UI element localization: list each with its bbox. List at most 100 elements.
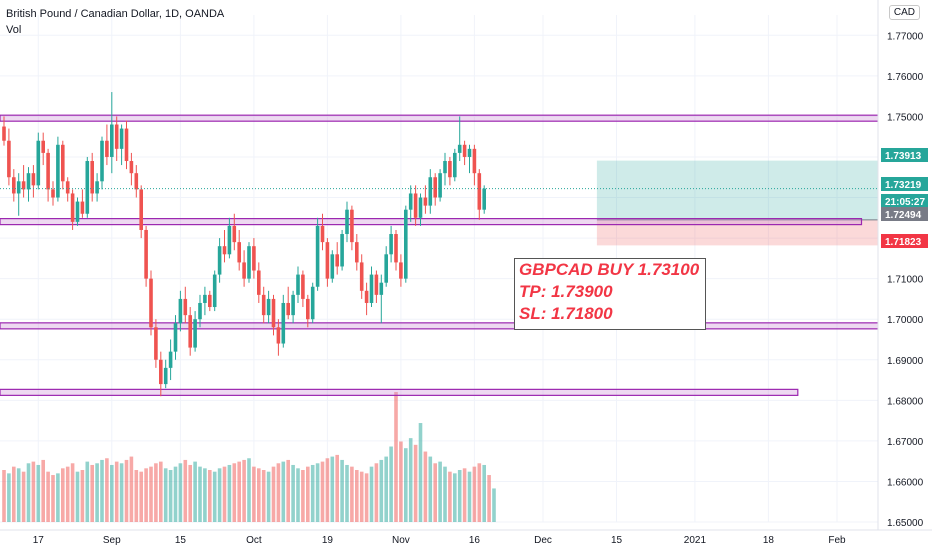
candle-body [457, 144, 462, 153]
volume-bar [56, 473, 60, 522]
price-label-badge [881, 194, 928, 208]
volume-bar [453, 473, 457, 522]
volume-bar [183, 459, 188, 522]
candle-body [448, 161, 452, 178]
candle-body [61, 144, 65, 182]
candle-body [242, 262, 246, 279]
time-tick-label: Sep [103, 535, 121, 546]
candle-body [95, 181, 99, 194]
volume-bar [232, 463, 237, 522]
price-axis[interactable]: 1.770001.760001.750001.740001.730001.720… [877, 0, 932, 550]
price-tick-label: 1.71000 [887, 275, 924, 286]
candle-body [70, 193, 75, 222]
volume-bar [110, 464, 114, 522]
candle-body [330, 254, 335, 279]
volume-bar [114, 461, 119, 522]
volume-bar [467, 471, 472, 522]
candle-body [384, 254, 388, 283]
volume-bar [325, 458, 330, 522]
volume-bar [394, 392, 398, 522]
candle-body [413, 193, 418, 218]
price-tick-label: 1.67000 [887, 437, 924, 448]
volume-bar [384, 456, 388, 522]
price-tick-label: 1.68000 [887, 396, 924, 407]
candle-body [80, 201, 85, 214]
price-label-badge [881, 148, 928, 162]
volume-bar [51, 475, 55, 522]
zone-rectangle[interactable] [0, 388, 799, 396]
trade-note-box[interactable]: GBPCAD BUY 1.73100 TP: 1.73900 SL: 1.718… [514, 258, 706, 330]
volume-bar [168, 470, 173, 522]
volume-bar [119, 463, 124, 522]
volume-bar [271, 466, 276, 522]
candle-body [16, 181, 21, 194]
candle-body [227, 225, 232, 255]
zone-rectangle[interactable] [0, 114, 932, 122]
volume-bar [487, 475, 491, 522]
candle-body [266, 298, 271, 316]
price-tick-label: 1.69000 [887, 356, 924, 367]
volume-bar [149, 466, 153, 522]
candle-body [2, 126, 6, 141]
volume-bar [257, 468, 261, 522]
volume-bar [472, 466, 477, 522]
candle-body [56, 144, 60, 198]
candle-body [340, 234, 344, 267]
chart-header: British Pound / Canadian Dollar, 1D, OAN… [6, 6, 224, 38]
volume-bar [124, 459, 129, 522]
candle-body [183, 298, 188, 316]
candle-body [404, 209, 408, 279]
time-tick-label: 18 [763, 535, 775, 546]
currency-button[interactable]: CAD [888, 5, 920, 20]
time-axis[interactable]: 17 Sep 15 Oct 19 Nov 16 Dec 15 2021 18 Feb [0, 529, 932, 546]
profit-zone[interactable] [596, 160, 932, 220]
volume-bar [261, 470, 266, 522]
position-tool[interactable] [596, 160, 932, 246]
zone-rectangle[interactable] [0, 322, 902, 330]
volume-bar [413, 444, 418, 522]
volume-bar [159, 461, 163, 522]
candle-body [453, 152, 457, 178]
volume-bar [399, 441, 403, 522]
volume-bar [144, 468, 148, 522]
volume-bar [350, 466, 354, 522]
zone-rectangle[interactable] [0, 218, 863, 226]
price-tick-label: 1.76000 [887, 72, 924, 83]
volume-bar [428, 456, 433, 522]
grid [0, 15, 878, 523]
volume-bar [330, 456, 335, 522]
time-tick-label: 15 [175, 535, 187, 546]
candle-body [26, 173, 31, 190]
candle-body [257, 270, 261, 295]
candle-body [310, 286, 315, 320]
candle-body [472, 148, 477, 174]
price-label-text: 21:05:27 [885, 197, 925, 208]
candle-body [168, 351, 173, 368]
volume-bar [369, 466, 374, 522]
volume-bar [276, 463, 281, 522]
candle-body [438, 173, 442, 198]
price-label-badge [881, 234, 928, 248]
candle-body [306, 298, 310, 320]
volume-bar [418, 423, 423, 522]
candle-body [124, 128, 129, 162]
candle-body [477, 173, 482, 210]
volume-bar [374, 463, 379, 522]
volume-bar [301, 470, 305, 522]
volume-bar [100, 459, 104, 522]
trade-note-sl: SL: 1.71800 [519, 304, 613, 323]
candle-body [217, 246, 222, 275]
trade-note-tp: TP: 1.73900 [519, 282, 613, 301]
candle-body [188, 315, 192, 348]
price-tick-label: 1.75000 [887, 112, 924, 123]
candle-body [433, 177, 437, 198]
volume-bar [212, 471, 217, 522]
candle-body [163, 367, 168, 385]
candle-body [423, 197, 428, 206]
volume-bar [21, 471, 26, 522]
candle-body [90, 161, 94, 194]
price-label-text: 1.71823 [885, 237, 922, 248]
candle-body [139, 189, 143, 230]
